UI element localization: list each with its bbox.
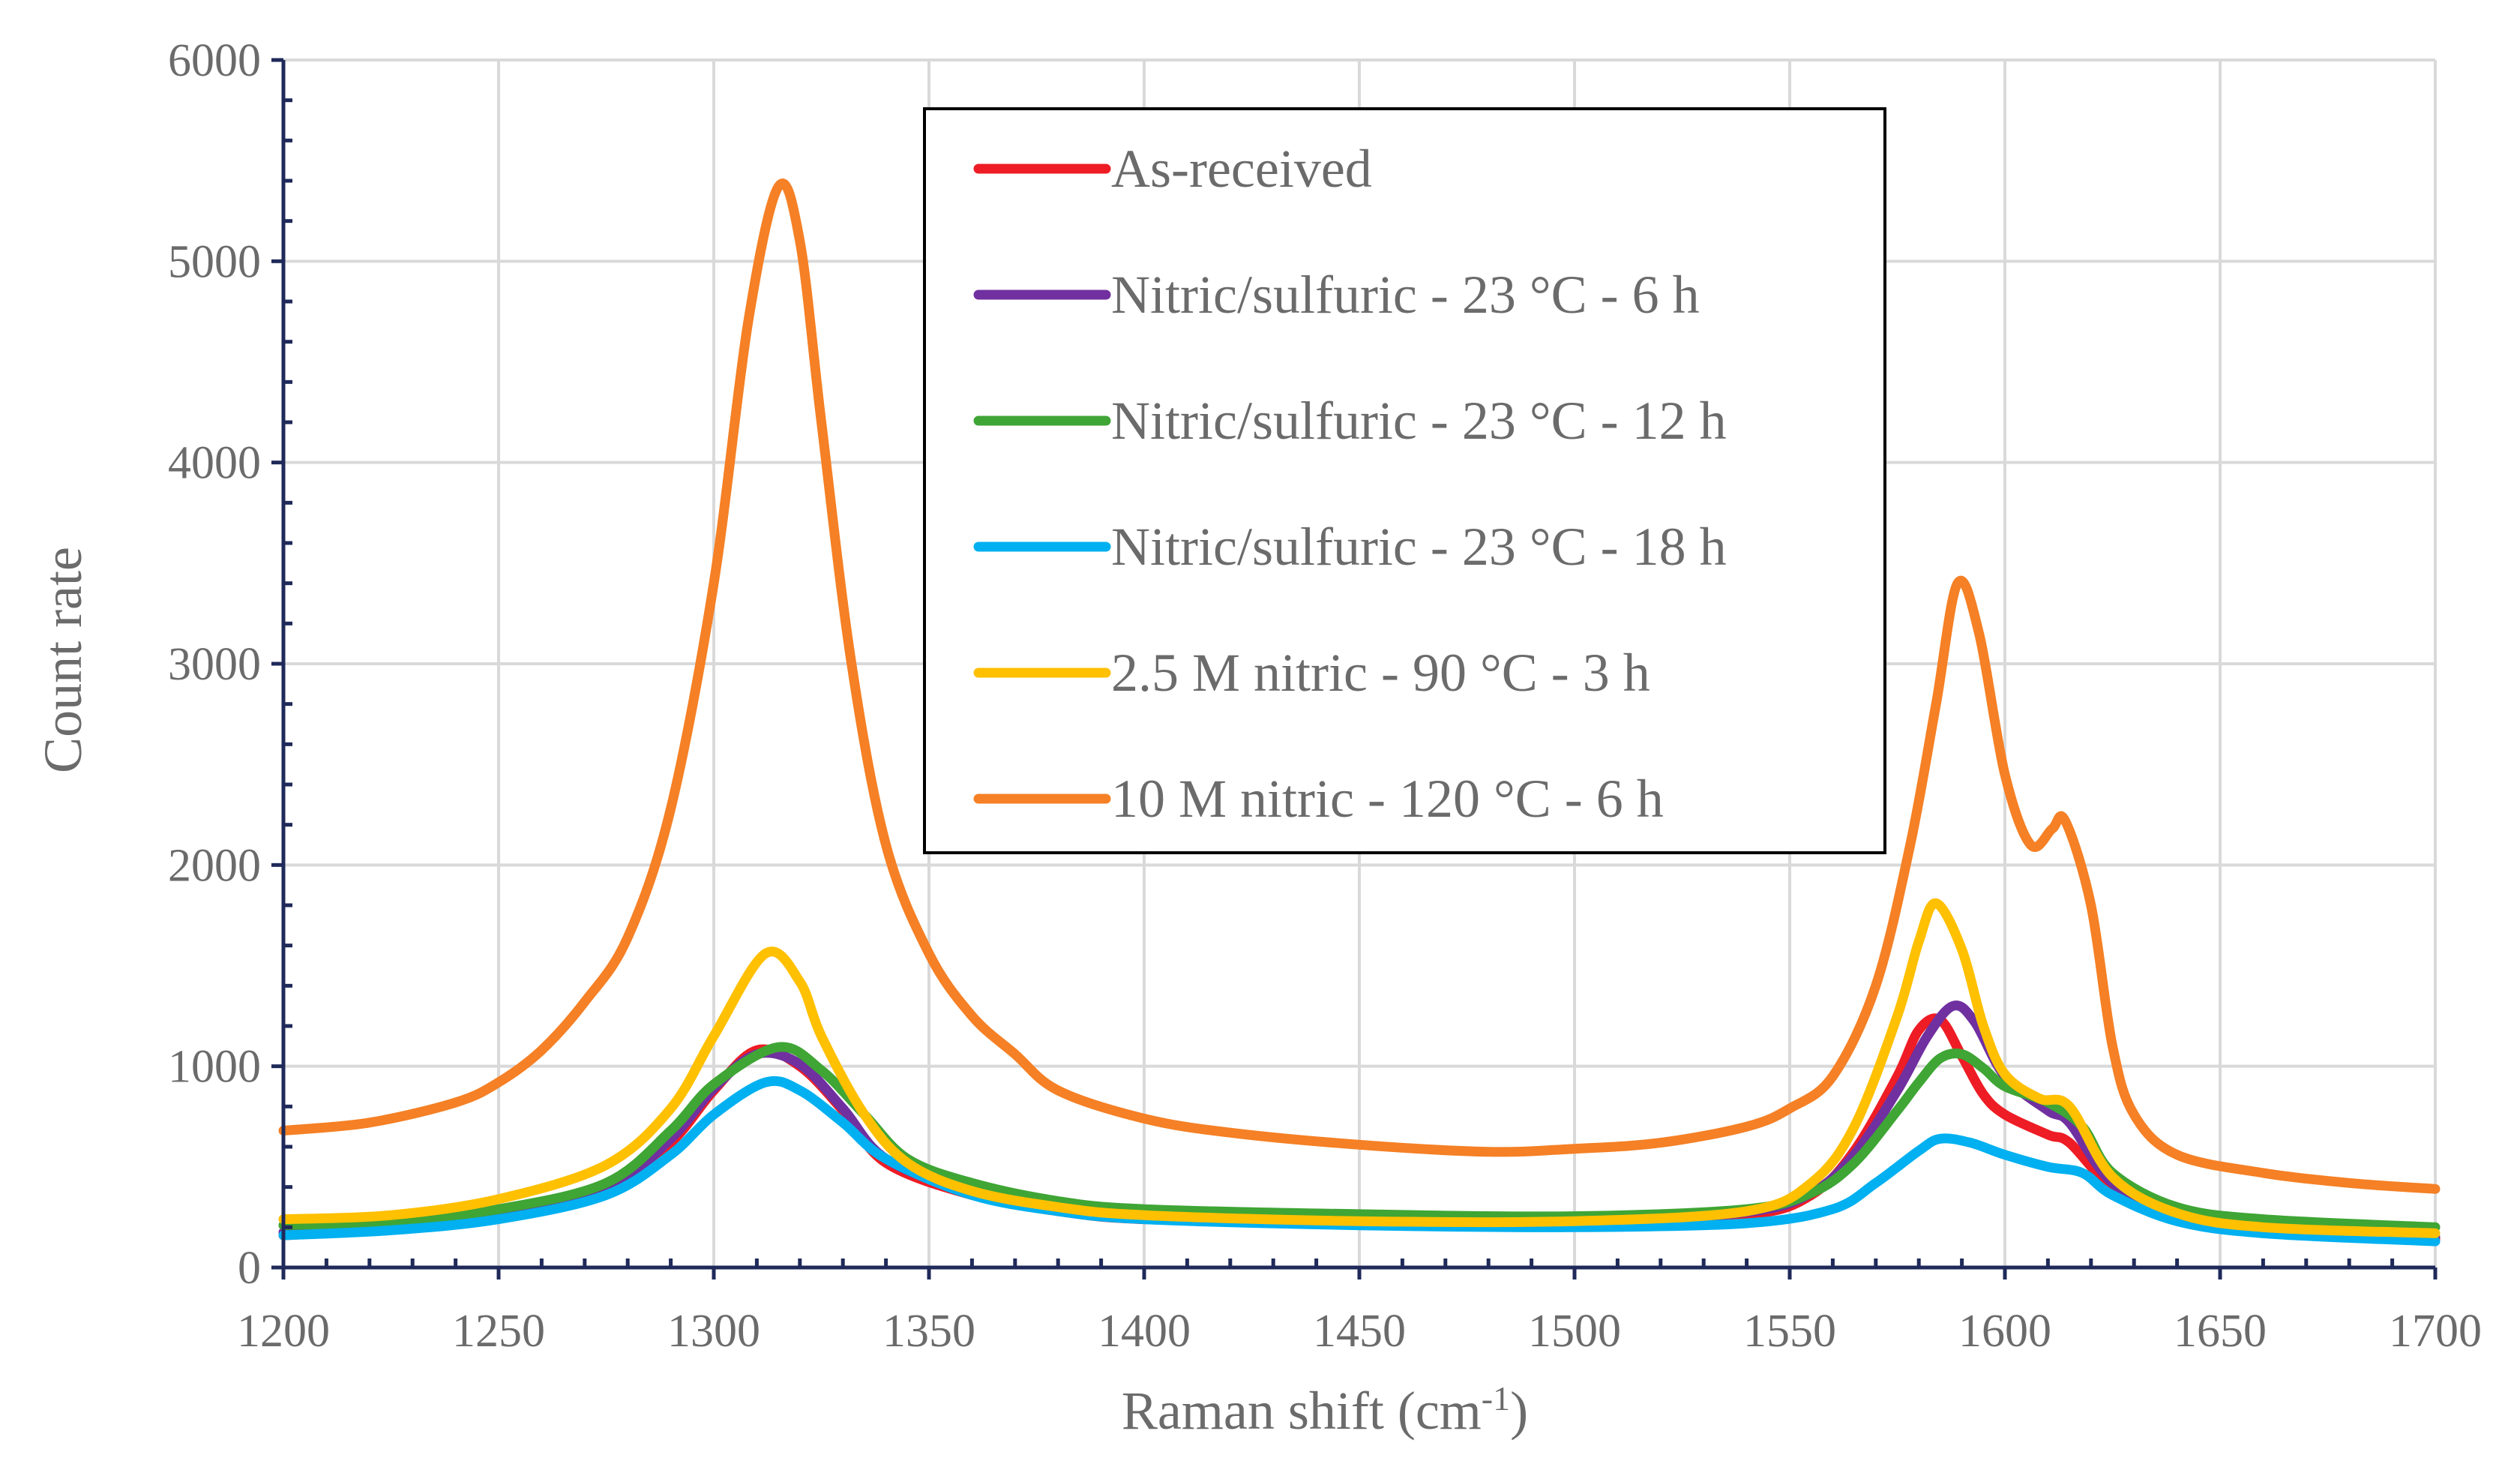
x-tick-label: 1700 [2389, 1306, 2482, 1357]
x-axis-title-main: Raman shift (cm [1122, 1381, 1482, 1441]
y-tick-label: 0 [238, 1243, 261, 1294]
tick-labels: 0 1000 2000 3000 4000 5000 6000 1200 1250 1300 135… [168, 35, 2482, 1357]
series-line-6 [278, 178, 2441, 1194]
x-tick-label: 1300 [667, 1306, 760, 1357]
legend-label-6: 10 M nitric - 120 °C - 6 h [1111, 769, 1664, 829]
x-tick-label: 1500 [1528, 1306, 1621, 1357]
x-tick-label: 1550 [1743, 1306, 1836, 1357]
x-tick-label: 1200 [237, 1306, 330, 1357]
x-tick-label: 1600 [1958, 1306, 2051, 1357]
legend-label-2: Nitric/sulfuric - 23 °C - 6 h [1111, 265, 1700, 325]
legend-label-3: Nitric/sulfuric - 23 °C - 12 h [1111, 391, 1727, 451]
legend-label-1: As-received [1111, 139, 1372, 199]
x-axis-title-sup: -1 [1482, 1379, 1510, 1418]
legend-box [923, 107, 1886, 854]
x-tick-label: 1400 [1098, 1306, 1191, 1357]
series-line-3 [278, 1042, 2441, 1232]
series-line-5 [278, 898, 2441, 1238]
y-axis-title: Count rate [33, 547, 93, 773]
y-tick-label: 3000 [168, 639, 261, 690]
x-tick-label: 1450 [1313, 1306, 1406, 1357]
legend-label-5: 2.5 M nitric - 90 °C - 3 h [1111, 643, 1650, 703]
y-tick-label: 6000 [168, 35, 261, 86]
y-tick-label: 4000 [168, 438, 261, 489]
y-tick-label: 5000 [168, 236, 261, 287]
x-tick-label: 1250 [452, 1306, 545, 1357]
series-lines [278, 178, 2441, 1246]
axes [271, 58, 2438, 1280]
legend-label-4: Nitric/sulfuric - 23 °C - 18 h [1111, 517, 1727, 577]
y-tick-label: 1000 [168, 1042, 261, 1093]
y-tick-label: 2000 [168, 840, 261, 891]
x-axis-title-end: ) [1510, 1381, 1528, 1441]
x-tick-label: 1650 [2174, 1306, 2267, 1357]
x-axis-title: Raman shift (cm-1) [1122, 1379, 1528, 1442]
legend: As-received Nitric/sulfuric - 23 °C - 6 h… [923, 107, 1886, 854]
x-tick-label: 1350 [882, 1306, 975, 1357]
